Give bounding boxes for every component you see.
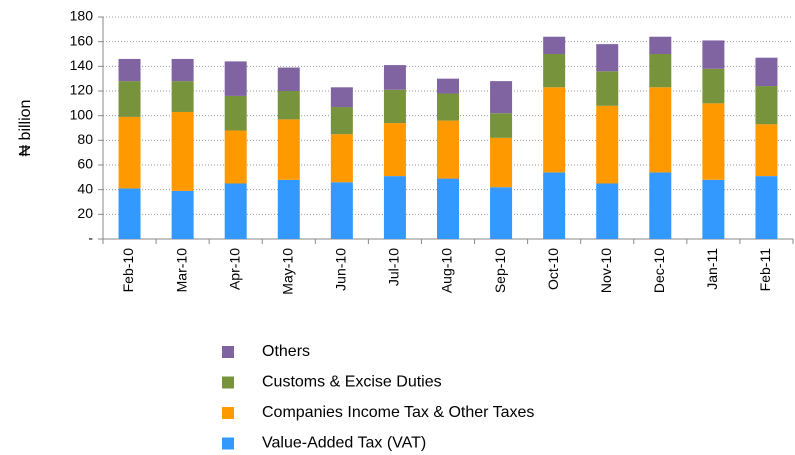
y-tick-label: 20: [77, 205, 93, 221]
y-axis-label: ₦ billion: [17, 100, 34, 157]
bar-segment: [490, 137, 513, 188]
y-tick-label: 120: [70, 82, 94, 98]
bar-segment: [118, 116, 141, 189]
bar-segment: [649, 36, 672, 54]
bar-segment: [755, 57, 778, 87]
bar-segment: [383, 123, 406, 177]
bar-segment: [330, 182, 353, 239]
bar-segment: [437, 93, 459, 121]
bar-segment: [596, 183, 619, 239]
legend-label: Customs & Excise Duties: [262, 374, 442, 391]
bar-segment: [649, 87, 672, 173]
bar-segment: [224, 95, 247, 131]
bar-segment: [224, 130, 247, 184]
x-tick-label: Nov-10: [598, 248, 614, 293]
legend-swatch: [222, 346, 234, 358]
bar-segment: [383, 65, 406, 90]
bar-segment: [755, 124, 778, 177]
bar-segment: [755, 86, 778, 125]
bar-segment: [330, 87, 353, 108]
bar-segment: [171, 58, 194, 82]
legend-label: Companies Income Tax & Other Taxes: [262, 404, 534, 421]
y-tick-label: 60: [77, 156, 93, 172]
bar-segment: [490, 113, 513, 138]
bar-segment: [224, 183, 247, 239]
y-tick-label: -: [88, 230, 93, 246]
bar-segment: [383, 176, 406, 239]
legend-label: Value-Added Tax (VAT): [262, 435, 426, 452]
bar-segment: [171, 190, 194, 239]
x-tick-label: Oct-10: [545, 248, 561, 290]
bar-segment: [171, 81, 194, 112]
legend-label: Others: [262, 343, 310, 360]
bar-segment: [755, 176, 778, 239]
bar-segment: [596, 44, 619, 72]
bar-segment: [702, 103, 725, 180]
bar-segment: [543, 36, 566, 54]
bar-segment: [277, 91, 300, 120]
bar-segment: [330, 107, 353, 135]
bar-segment: [118, 188, 141, 239]
y-tick-label: 80: [77, 131, 93, 147]
bar-segment: [543, 172, 566, 239]
x-tick-label: Jul-10: [386, 248, 402, 286]
bar-segment: [118, 58, 141, 82]
bar-segment: [277, 119, 300, 180]
x-tick-label: Aug-10: [439, 248, 455, 293]
x-tick-label: May-10: [279, 248, 295, 295]
bar-segment: [702, 68, 725, 104]
bar-segment: [649, 54, 672, 88]
y-tick-label: 180: [70, 8, 94, 24]
legend-swatch: [222, 437, 234, 450]
bar-segment: [596, 71, 619, 106]
bar-segment: [596, 105, 619, 184]
legend-swatch: [222, 407, 234, 419]
bar-segment: [543, 54, 566, 88]
bar-segment: [437, 120, 459, 179]
y-tick-label: 160: [70, 32, 94, 48]
x-tick-label: Jan-11: [704, 248, 720, 290]
x-tick-label: Dec-10: [651, 248, 667, 293]
x-tick-label: Apr-10: [226, 248, 242, 290]
x-tick-label: Jun-10: [333, 248, 349, 291]
bar-segment: [330, 134, 353, 183]
bar-segment: [224, 61, 247, 96]
x-tick-label: Feb-10: [120, 248, 136, 293]
legend-swatch: [222, 376, 234, 389]
y-tick-label: 40: [77, 180, 93, 196]
bar-segment: [649, 172, 672, 239]
bar-segment: [490, 81, 513, 114]
y-tick-label: 100: [70, 106, 94, 122]
bar-segment: [490, 187, 513, 239]
bar-segment: [437, 78, 459, 94]
bar-segment: [702, 179, 725, 239]
bar-segment: [118, 81, 141, 117]
bar-segment: [702, 40, 725, 69]
y-tick-label: 140: [70, 57, 94, 73]
bar-segment: [437, 178, 459, 239]
bar-segment: [171, 111, 194, 191]
bar-segment: [383, 89, 406, 124]
x-tick-label: Mar-10: [173, 248, 189, 293]
bar-segment: [543, 87, 566, 173]
bar-segment: [277, 179, 300, 239]
bar-segment: [277, 67, 300, 91]
x-tick-label: Feb-11: [757, 248, 773, 292]
x-tick-label: Sep-10: [492, 248, 508, 293]
